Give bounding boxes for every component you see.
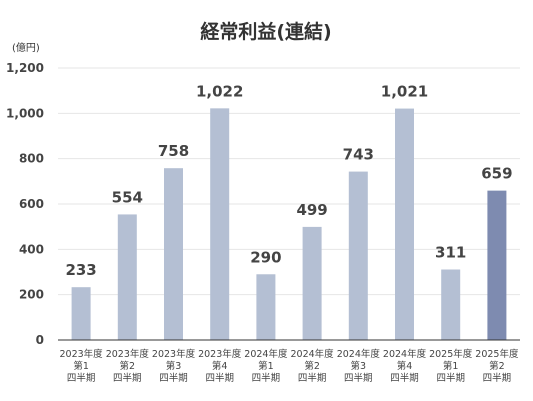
y-tick-label: 1,000 <box>6 106 44 120</box>
bar-value-label: 743 <box>343 146 374 164</box>
bar-value-label: 290 <box>250 248 281 266</box>
x-category-label: 第4 <box>212 360 228 372</box>
x-category-label: 四半期 <box>252 372 281 384</box>
x-category-label: 四半期 <box>344 372 373 384</box>
x-category-label: 第1 <box>258 360 274 372</box>
x-category-label: 四半期 <box>483 372 512 384</box>
value-labels: 233 554 758 1,022 290 499 743 1,021 311 659 <box>65 82 512 279</box>
y-tick-label: 600 <box>19 197 44 211</box>
x-category-label: 四半期 <box>205 372 234 384</box>
bar-value-label: 311 <box>435 244 466 262</box>
x-category-label: 2024年度 <box>337 348 381 360</box>
x-category-label: 2023年度 <box>198 348 242 360</box>
y-axis-unit: (億円) <box>12 41 40 54</box>
bar-value-label: 554 <box>112 188 143 206</box>
y-tick-label: 200 <box>19 288 44 302</box>
bar <box>210 108 230 340</box>
y-tick-label: 1,200 <box>6 61 44 75</box>
x-category-label: 第2 <box>304 360 320 372</box>
x-category-label: 2025年度 <box>429 348 473 360</box>
bar-value-label: 1,021 <box>381 83 428 101</box>
bar <box>302 226 322 340</box>
x-category-label: 四半期 <box>436 372 465 384</box>
bar-value-label: 499 <box>296 201 327 219</box>
x-category-label: 2023年度 <box>106 348 150 360</box>
x-category-label: 2024年度 <box>383 348 427 360</box>
x-category-label: 第4 <box>397 360 413 372</box>
y-tick-label: 0 <box>36 333 44 347</box>
chart-title: 経常利益(連結) <box>200 20 331 43</box>
bar <box>117 214 137 340</box>
x-category-label: 第1 <box>443 360 459 372</box>
y-tick-label: 800 <box>19 152 44 166</box>
x-category-label: 第3 <box>351 360 367 372</box>
x-category-label: 第1 <box>73 360 89 372</box>
x-category-label: 第3 <box>166 360 182 372</box>
bar <box>71 287 91 340</box>
y-tick-label: 400 <box>19 242 44 256</box>
bar-value-label: 659 <box>481 165 512 183</box>
x-category-label: 第2 <box>120 360 136 372</box>
x-category-label: 四半期 <box>298 372 327 384</box>
x-category-label: 四半期 <box>67 372 96 384</box>
x-category-label: 2024年度 <box>291 348 335 360</box>
x-axis-labels: 2023年度第1四半期2023年度第2四半期2023年度第3四半期2023年度第… <box>60 348 519 384</box>
bar <box>441 269 461 340</box>
bar-value-label: 1,022 <box>196 82 243 100</box>
bar <box>256 274 276 340</box>
x-category-label: 第2 <box>489 360 505 372</box>
y-axis-ticks: 0 200 400 600 800 1,000 1,200 <box>6 61 44 347</box>
x-category-label: 四半期 <box>159 372 188 384</box>
bar-value-label: 758 <box>158 142 189 160</box>
x-category-label: 2024年度 <box>244 348 288 360</box>
bar <box>164 168 183 340</box>
x-category-label: 四半期 <box>390 372 419 384</box>
bars <box>71 108 507 340</box>
x-category-label: 2023年度 <box>60 348 104 360</box>
x-category-label: 2023年度 <box>152 348 196 360</box>
bar-value-label: 233 <box>65 261 96 279</box>
bar <box>348 171 368 340</box>
x-category-label: 四半期 <box>113 372 142 384</box>
bar <box>487 190 507 340</box>
bar <box>395 108 414 340</box>
x-category-label: 2025年度 <box>475 348 519 360</box>
